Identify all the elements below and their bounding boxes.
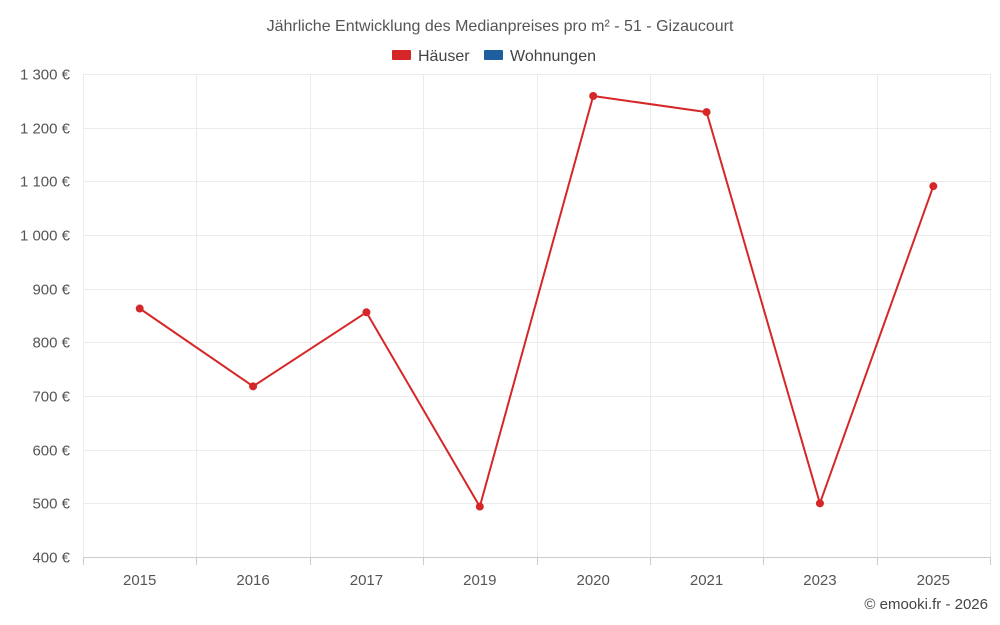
legend-label-wohnungen[interactable]: Wohnungen [510, 48, 596, 65]
y-tick-label: 1 300 € [20, 67, 71, 84]
chart-title: Jährliche Entwicklung des Medianpreises … [267, 18, 734, 35]
y-tick-label: 800 € [32, 335, 70, 352]
legend-swatch-haeuser[interactable] [392, 50, 411, 60]
x-tick-label: 2020 [577, 572, 610, 589]
y-tick-label: 1 000 € [20, 228, 71, 245]
legend-swatch-wohnungen[interactable] [484, 50, 503, 60]
data-point[interactable] [815, 499, 824, 508]
y-tick-label: 600 € [32, 443, 70, 460]
x-tick-label: 2015 [123, 572, 156, 589]
data-point[interactable] [589, 92, 598, 101]
series-lines [139, 95, 935, 508]
data-point[interactable] [702, 108, 711, 117]
data-point[interactable] [135, 304, 144, 313]
x-tick-label: 2017 [350, 572, 383, 589]
x-tick-label: 2021 [690, 572, 723, 589]
data-point[interactable] [362, 308, 371, 317]
y-tick-label: 900 € [32, 282, 70, 299]
data-point[interactable] [475, 502, 484, 511]
y-gridlines [83, 74, 990, 504]
x-tick-label: 2019 [463, 572, 496, 589]
y-tick-label: 400 € [32, 550, 70, 567]
y-tick-label: 500 € [32, 496, 70, 513]
series-points [135, 92, 938, 511]
x-axis-labels: 2015 2016 2017 2019 2020 2021 2023 2025 [123, 572, 950, 589]
x-tick-label: 2023 [803, 572, 836, 589]
legend-label-haeuser[interactable]: Häuser [418, 48, 470, 65]
data-point[interactable] [249, 382, 258, 391]
credit-text: © emooki.fr - 2026 [864, 596, 988, 613]
y-tick-label: 1 200 € [20, 121, 71, 138]
x-tick-label: 2025 [917, 572, 950, 589]
data-point[interactable] [929, 182, 938, 191]
x-gridlines [83, 74, 991, 565]
legend: Häuser Wohnungen [392, 48, 596, 65]
y-tick-label: 700 € [32, 389, 70, 406]
y-axis-labels: 400 € 500 € 600 € 700 € 800 € 900 € 1 000 € 1 1… [20, 67, 71, 567]
y-tick-label: 1 100 € [20, 174, 71, 191]
series-line-0 [139, 95, 935, 508]
x-tick-label: 2016 [236, 572, 269, 589]
